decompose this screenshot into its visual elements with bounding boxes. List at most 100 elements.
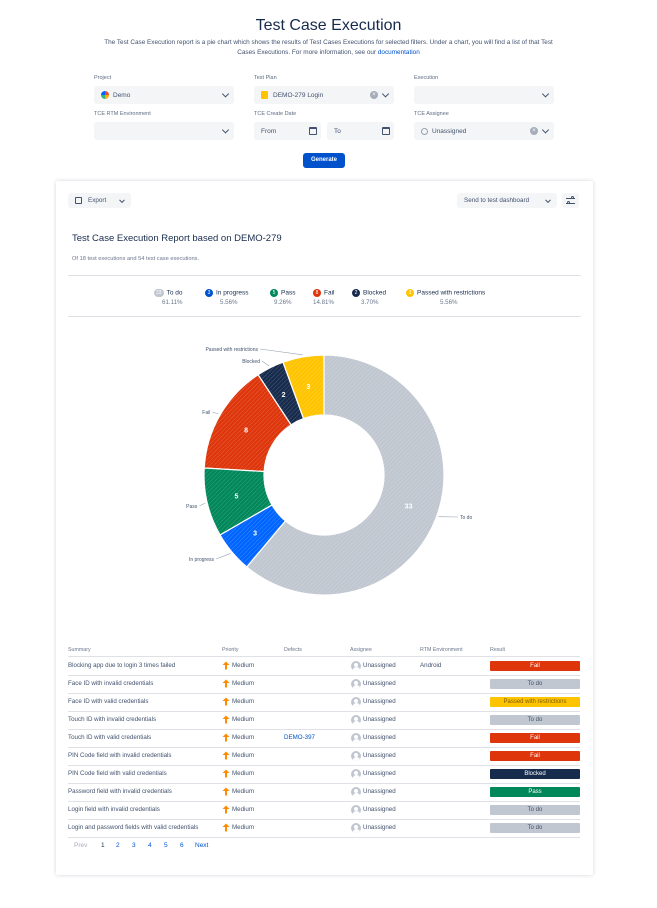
settings-sliders-icon[interactable] [562,193,579,208]
clear-icon[interactable]: × [530,127,538,135]
assignee-value: Unassigned [432,127,467,135]
assignee-select[interactable]: Unassigned × [414,122,554,140]
slice-category-label: To do [460,515,472,521]
page-title: Test Case Execution [255,17,402,34]
legend-label: Blocked [363,289,387,297]
legend-badge: 5 [270,289,278,297]
calendar-icon[interactable] [309,127,317,135]
summary-cell[interactable]: PIN Code field with valid credentials [68,770,167,777]
assignee-cell: Unassigned [363,806,396,813]
summary-cell[interactable]: Face ID with invalid credentials [68,680,154,687]
summary-cell[interactable]: Touch ID with valid credentials [68,734,152,741]
summary-cell[interactable]: PIN Code field with invalid credentials [68,752,172,759]
priority-medium-icon [222,751,230,760]
calendar-icon[interactable] [382,127,390,135]
row-divider [68,729,580,730]
export-button[interactable]: Export [68,193,131,208]
priority-medium-icon [222,805,230,814]
pagination-page-5[interactable]: 5 [164,842,168,849]
row-divider [68,783,580,784]
priority-cell: Medium [232,824,255,831]
summary-cell[interactable]: Face ID with valid credentials [68,698,149,705]
date-from-input[interactable]: From [254,122,321,140]
legend-percent: 3.70% [361,299,379,306]
summary-cell[interactable]: Password field with invalid credentials [68,788,172,795]
priority-medium-icon [222,661,230,670]
avatar [351,733,361,743]
legend-percent: 61.11% [162,299,183,306]
priority-medium-icon [222,697,230,706]
row-divider [68,675,580,676]
environment-label: TCE RTM Environment [94,111,151,117]
slice-value-label: 5 [234,493,238,500]
test-plan-icon [261,91,268,99]
slice-category-label: Fail [202,410,210,416]
pagination-page-1[interactable]: 1 [101,842,105,849]
clear-icon[interactable]: × [370,91,378,99]
test-plan-select[interactable]: DEMO-279 Login × [254,86,394,104]
column-header-defects[interactable]: Defects [284,647,302,653]
priority-cell: Medium [232,698,255,705]
legend-item-pass: 5 Pass 9.26% [270,289,296,306]
column-header-result[interactable]: Result [490,647,506,653]
assignee-cell: Unassigned [363,698,396,705]
pagination-page-2[interactable]: 2 [116,842,120,849]
result-badge: To do [490,805,580,815]
pagination-page-4[interactable]: 4 [148,842,152,849]
summary-cell[interactable]: Touch ID with invalid credentials [68,716,157,723]
legend-label: In progress [216,289,249,297]
date-to-input[interactable]: To [327,122,394,140]
legend-percent: 14.81% [313,299,334,306]
slice-texture [258,362,304,425]
environment-cell: Android [420,662,442,669]
row-divider [68,819,580,820]
slice-texture [220,505,286,567]
pagination-next[interactable]: Next [195,842,209,849]
slice-texture [204,374,292,472]
result-badge: Blocked [490,769,580,779]
legend-badge: 3 [205,289,213,297]
slice-texture [246,355,444,595]
assignee-cell: Unassigned [363,770,396,777]
slice-value-label: 3 [253,530,257,537]
assignee-label: TCE Assignee [414,111,449,117]
legend-label: Passed with restrictions [417,289,486,297]
avatar [351,805,361,815]
summary-cell[interactable]: Login and password fields with valid cre… [68,824,199,831]
column-header-assignee[interactable]: Assignee [350,647,372,653]
environment-select[interactable] [94,122,234,140]
priority-cell: Medium [232,734,255,741]
documentation-link[interactable]: documentation [377,48,420,56]
priority-cell: Medium [232,716,255,723]
donut-chart: 3 Passed with restrictions 2 Blocked 8 Fail 5 P… [186,347,472,596]
summary-cell[interactable]: Blocking app due to login 3 times failed [68,662,176,669]
project-select[interactable]: Demo [94,86,234,104]
column-header-priority[interactable]: Priority [222,647,239,653]
legend-item-fail: 8 Fail 14.81% [313,289,334,306]
project-value: Demo [113,91,131,99]
project-avatar-icon [101,91,109,99]
column-header-environment[interactable]: RTM Environment [420,647,463,653]
avatar [351,715,361,725]
row-divider [68,693,580,694]
legend-badge: 2 [352,289,360,297]
execution-select[interactable] [414,86,554,104]
slice-category-label: Passed with restrictions [205,347,258,353]
assignee-cell: Unassigned [363,734,396,741]
pagination-page-6[interactable]: 6 [180,842,184,849]
pagination-page-3[interactable]: 3 [132,842,136,849]
send-to-dashboard-button[interactable]: Send to test dashboard [457,193,557,208]
generate-button[interactable]: Generate [303,153,345,168]
legend-percent: 5.56% [440,299,458,306]
summary-cell[interactable]: Login field with invalid credentials [68,806,160,813]
report-title: Test Case Execution Report based on DEMO… [72,233,282,244]
defect-link[interactable]: DEMO-397 [284,734,315,741]
priority-medium-icon [222,679,230,688]
slice-category-label: Pass [186,504,198,510]
dashboard-label: Send to test dashboard [464,197,530,204]
slice-texture [204,468,273,535]
legend-label: Pass [281,289,296,297]
column-header-summary[interactable]: Summary [68,647,91,653]
priority-cell: Medium [232,770,255,777]
test-plan-label: Test Plan [254,75,277,81]
